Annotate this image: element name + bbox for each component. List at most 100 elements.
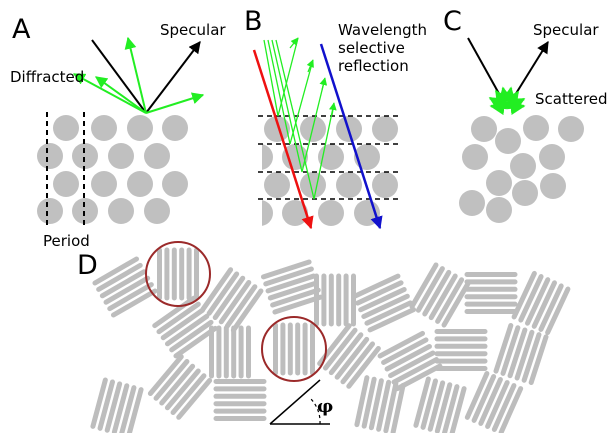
- rod: [328, 332, 364, 376]
- rod: [491, 383, 517, 432]
- panel-d: D φ: [77, 241, 571, 433]
- rod: [110, 288, 158, 318]
- rod: [361, 293, 410, 319]
- diffracted-ray: [72, 73, 147, 114]
- bragg-reflection-path: [267, 39, 314, 145]
- rod: [263, 266, 314, 287]
- rod: [97, 379, 115, 431]
- rod: [464, 371, 490, 420]
- panel-a-label-period: Period: [43, 232, 90, 250]
- rod: [99, 269, 147, 299]
- rod: [103, 275, 151, 305]
- panel-a-label-diffracted: Diffracted: [10, 68, 84, 86]
- rod-bundle: [434, 329, 488, 371]
- scattered-rays: [488, 86, 526, 116]
- rod: [449, 386, 467, 433]
- transmitted-red-ray: [252, 49, 314, 230]
- rod: [478, 377, 503, 426]
- rod: [206, 271, 240, 316]
- panel-a-letter: A: [12, 14, 31, 45]
- rod: [334, 336, 370, 380]
- rod: [355, 280, 404, 306]
- rod-bundle: [409, 262, 471, 328]
- rod: [265, 273, 317, 294]
- bragg-reflection-path: [263, 37, 299, 117]
- rod: [90, 377, 108, 429]
- rod-bundle: [200, 267, 264, 333]
- rod-bundle: [260, 259, 324, 315]
- rod-bundle: [351, 273, 417, 333]
- rod: [361, 376, 377, 429]
- rod: [498, 386, 524, 433]
- rod-bundle: [464, 272, 518, 314]
- rod: [107, 282, 154, 312]
- angle-ray: [269, 379, 321, 425]
- rod: [514, 329, 535, 381]
- rod-bundle: [354, 375, 406, 433]
- panel-a: A Specular Diffracted Period: [10, 14, 226, 250]
- panel-b-letter: B: [244, 6, 263, 37]
- rod: [260, 259, 312, 280]
- rod: [119, 385, 137, 433]
- rod: [176, 378, 213, 420]
- rod: [169, 319, 214, 353]
- highlight-circle: [145, 241, 211, 307]
- rod: [531, 280, 557, 329]
- rod: [218, 279, 252, 325]
- panel-a-label-specular: Specular: [160, 21, 226, 39]
- rod: [368, 378, 384, 431]
- rod: [173, 325, 218, 359]
- rod: [156, 301, 201, 335]
- rod: [471, 374, 497, 423]
- rod: [212, 275, 246, 321]
- rod: [153, 358, 190, 401]
- panel-b-label-line3: reflection: [338, 57, 409, 75]
- rod: [413, 376, 431, 428]
- panel-b-sphere-layers: [262, 116, 398, 226]
- rod-bundle: [413, 376, 467, 433]
- diffracted-ray: [124, 36, 147, 114]
- diffracted-ray: [95, 76, 147, 114]
- panel-b-label-line1: Wavelength: [338, 21, 427, 39]
- rod: [200, 267, 234, 312]
- rod: [388, 350, 436, 379]
- rod: [525, 277, 551, 326]
- rod: [152, 295, 197, 329]
- rod: [528, 334, 549, 386]
- rod: [272, 294, 324, 315]
- rod-bundle: [90, 377, 144, 433]
- rod: [267, 280, 319, 301]
- panel-c-label-scattered: Scattered: [535, 90, 608, 108]
- rod: [376, 379, 392, 432]
- highlight-circle: [261, 316, 327, 382]
- rod: [346, 345, 381, 389]
- rod: [364, 300, 413, 326]
- bragg-reflection-path: [275, 39, 335, 200]
- panel-a-specular-ray: [145, 41, 201, 114]
- rod: [390, 382, 406, 433]
- rod-bundle: [273, 322, 315, 376]
- rod: [428, 273, 458, 321]
- rod: [435, 277, 465, 324]
- rod: [351, 273, 401, 299]
- rod: [354, 375, 370, 428]
- rod: [377, 330, 426, 359]
- rod: [322, 327, 358, 371]
- rod: [147, 354, 184, 396]
- rod-bundle: [152, 295, 218, 359]
- rod: [409, 262, 439, 310]
- rod: [160, 307, 206, 341]
- rod: [383, 381, 399, 433]
- rod: [230, 288, 264, 333]
- rod: [340, 341, 376, 385]
- rod: [104, 381, 123, 433]
- diffracted-ray: [145, 92, 205, 114]
- rod: [159, 363, 196, 406]
- panel-c-disordered-spheres: [459, 115, 584, 223]
- rod: [500, 325, 521, 376]
- panel-d-letter: D: [77, 250, 98, 281]
- rod: [92, 256, 140, 286]
- rod: [381, 337, 429, 365]
- rod-bundle-field: [90, 247, 571, 433]
